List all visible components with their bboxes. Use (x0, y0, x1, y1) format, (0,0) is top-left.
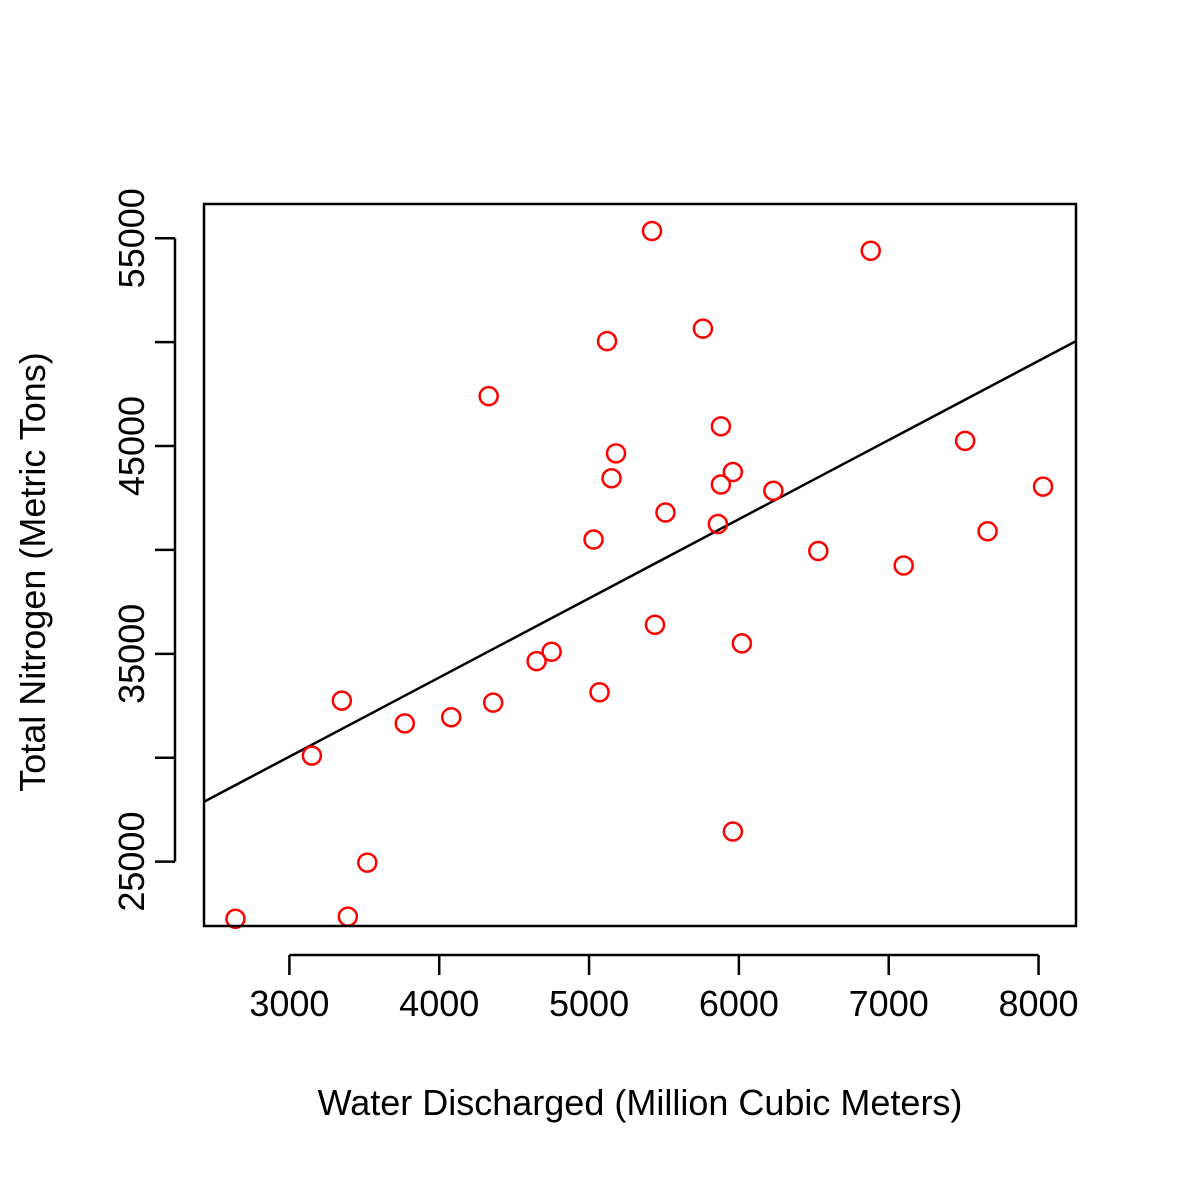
x-tick-label: 6000 (699, 983, 779, 1024)
regression-line (203, 340, 1077, 803)
data-point (641, 220, 663, 242)
data-point (541, 641, 562, 662)
x-axis-title: Water Discharged (Million Cubic Meters) (318, 1082, 963, 1123)
data-point (644, 614, 666, 635)
y-tick-label: 35000 (111, 604, 152, 704)
x-tick-label: 4000 (399, 983, 479, 1024)
y-tick-label: 45000 (111, 396, 152, 496)
x-tick-label: 8000 (998, 983, 1078, 1024)
data-point (357, 852, 378, 873)
data-point (225, 908, 246, 929)
data-point (601, 468, 622, 489)
data-point (655, 502, 676, 523)
data-point (583, 529, 604, 550)
y-tick-label: 55000 (111, 188, 152, 288)
data-point (977, 520, 998, 542)
x-tick-label: 7000 (849, 983, 929, 1024)
regression-line-layer (203, 340, 1077, 803)
data-point (707, 513, 729, 535)
data-point (722, 821, 744, 842)
y-tick-label: 25000 (111, 812, 152, 912)
data-point (331, 690, 353, 711)
data-point (710, 416, 732, 437)
data-point (440, 706, 462, 728)
axis-ticks (155, 237, 1040, 975)
data-point (478, 385, 499, 407)
data-points (225, 220, 1054, 929)
data-point (589, 682, 610, 703)
data-point (596, 330, 618, 352)
data-point (722, 461, 744, 483)
data-point (337, 906, 359, 927)
data-point (808, 540, 829, 562)
data-point (954, 430, 976, 452)
plot-frame (202, 202, 1078, 928)
data-point (605, 443, 627, 464)
tick-labels: 3000 4000 5000 6000 7000 8000 25000 35000 45000 5… (111, 188, 1079, 1024)
data-point (692, 318, 714, 339)
data-point (763, 480, 784, 501)
data-point (893, 555, 914, 576)
x-tick-label: 5000 (549, 983, 629, 1024)
data-point (1032, 476, 1054, 497)
data-point (482, 692, 504, 713)
data-point (526, 650, 547, 672)
y-axis-title: Total Nitrogen (Metric Tons) (12, 352, 53, 792)
data-point (731, 633, 753, 654)
data-point (710, 474, 732, 495)
data-point (860, 240, 881, 261)
x-tick-label: 3000 (249, 983, 329, 1024)
data-point (301, 745, 323, 766)
data-point (394, 713, 416, 734)
